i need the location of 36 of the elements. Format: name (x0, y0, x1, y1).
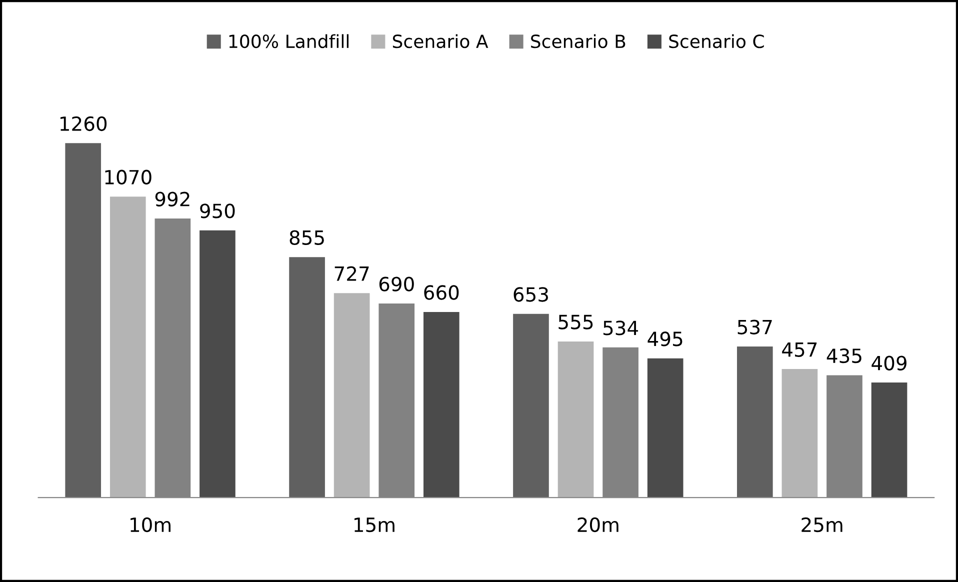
data-label: 1260 (60, 116, 107, 132)
data-label: 727 (334, 266, 369, 281)
data-label: 855 (290, 230, 324, 245)
data-label: 555 (558, 314, 593, 330)
bar (736, 346, 773, 498)
bar (200, 230, 236, 498)
data-label: 950 (200, 204, 235, 218)
bar (647, 358, 684, 498)
data-label: 457 (782, 342, 817, 357)
data-label: 992 (155, 192, 190, 206)
x-tick-label: 10m (130, 517, 170, 532)
bar (110, 196, 146, 498)
bar (558, 341, 594, 498)
bar (65, 143, 102, 498)
data-label: 435 (826, 348, 862, 364)
data-label: 495 (648, 332, 682, 346)
data-label: 534 (603, 320, 638, 336)
bar (423, 312, 460, 498)
bar (289, 257, 325, 498)
data-label: 409 (872, 356, 906, 370)
x-tick-label: 15m (354, 518, 394, 532)
bar (334, 293, 370, 498)
legend-label: Scenario C (669, 34, 764, 48)
bar (782, 369, 818, 498)
bar (871, 382, 908, 498)
data-label: 690 (379, 276, 414, 292)
legend-label: Scenario B (531, 34, 626, 48)
bar (513, 314, 549, 498)
legend-label: 100% Landfill (229, 34, 349, 48)
data-label: 537 (738, 320, 772, 334)
data-label: 1070 (105, 170, 152, 185)
x-tick-label: 25m (802, 517, 842, 532)
legend-label: Scenario A (392, 34, 488, 48)
data-label: 660 (424, 285, 459, 300)
x-tick-label: 20m (578, 517, 618, 532)
data-label: 653 (514, 287, 548, 302)
